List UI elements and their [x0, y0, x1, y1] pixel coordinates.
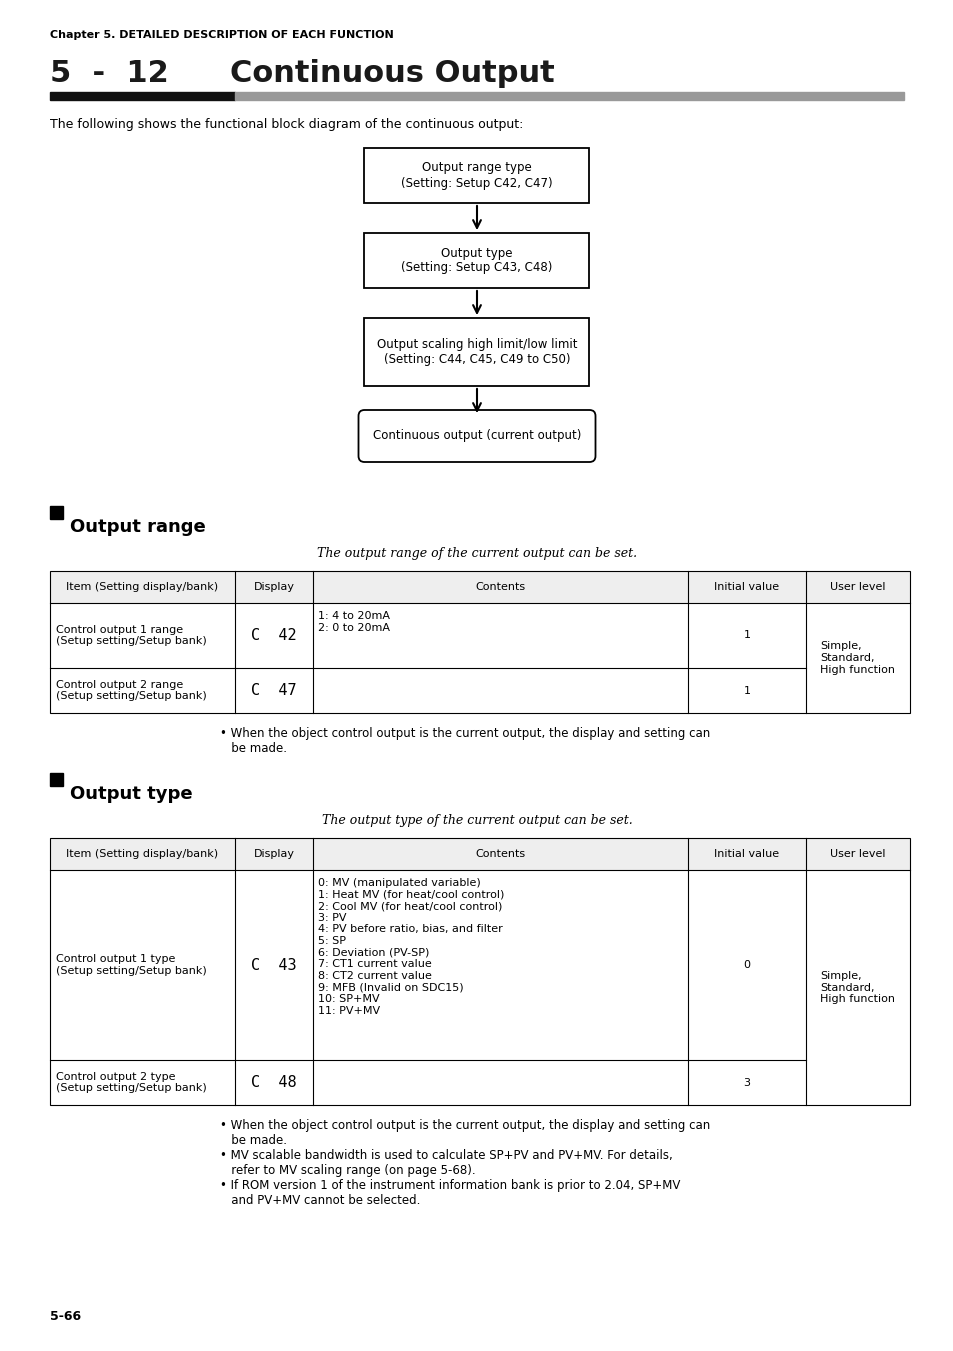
Text: 5  -  12: 5 - 12: [50, 59, 169, 88]
Text: 3: 3: [742, 1078, 750, 1088]
Text: 0: 0: [742, 961, 750, 970]
Text: Item (Setting display/bank): Item (Setting display/bank): [67, 848, 218, 859]
Bar: [364, 149, 589, 203]
Bar: [50, 92, 234, 100]
Text: User level: User level: [829, 582, 884, 592]
Text: • If ROM version 1 of the instrument information bank is prior to 2.04, SP+MV
  : • If ROM version 1 of the instrument inf…: [220, 1179, 679, 1206]
Text: Control output 2 range
(Setup setting/Setup bank): Control output 2 range (Setup setting/Se…: [56, 680, 207, 701]
Text: 5-66: 5-66: [50, 1310, 81, 1323]
Text: • When the object control output is the current output, the display and setting : • When the object control output is the …: [220, 1119, 709, 1147]
Text: Control output 1 type
(Setup setting/Setup bank): Control output 1 type (Setup setting/Set…: [56, 954, 207, 975]
Text: Simple,
Standard,
High function: Simple, Standard, High function: [820, 971, 895, 1004]
Text: 1: 1: [742, 631, 750, 640]
Bar: [50, 838, 909, 870]
Bar: [234, 92, 903, 100]
Text: C  43: C 43: [251, 958, 296, 973]
Text: Display: Display: [253, 582, 294, 592]
Bar: [364, 317, 589, 386]
Bar: [50, 838, 909, 1105]
Text: Simple,
Standard,
High function: Simple, Standard, High function: [820, 642, 895, 674]
Text: Chapter 5. DETAILED DESCRIPTION OF EACH FUNCTION: Chapter 5. DETAILED DESCRIPTION OF EACH …: [50, 30, 394, 41]
Text: Item (Setting display/bank): Item (Setting display/bank): [67, 582, 218, 592]
Text: Initial value: Initial value: [714, 582, 779, 592]
Text: Output scaling high limit/low limit
(Setting: C44, C45, C49 to C50): Output scaling high limit/low limit (Set…: [376, 338, 577, 366]
Text: 1: 4 to 20mA
2: 0 to 20mA: 1: 4 to 20mA 2: 0 to 20mA: [317, 611, 390, 632]
Bar: [50, 571, 909, 713]
Text: Contents: Contents: [475, 582, 525, 592]
Text: • When the object control output is the current output, the display and setting : • When the object control output is the …: [220, 727, 709, 755]
Bar: [50, 571, 909, 603]
Text: C  47: C 47: [251, 684, 296, 698]
Text: C  42: C 42: [251, 628, 296, 643]
Text: Control output 1 range
(Setup setting/Setup bank): Control output 1 range (Setup setting/Se…: [56, 624, 207, 646]
Text: Control output 2 type
(Setup setting/Setup bank): Control output 2 type (Setup setting/Set…: [56, 1071, 207, 1093]
Text: The output range of the current output can be set.: The output range of the current output c…: [316, 547, 637, 561]
Text: Output range type
(Setting: Setup C42, C47): Output range type (Setting: Setup C42, C…: [401, 162, 552, 189]
Text: Continuous Output: Continuous Output: [230, 59, 554, 88]
Text: Contents: Contents: [475, 848, 525, 859]
FancyBboxPatch shape: [358, 409, 595, 462]
Bar: [50, 507, 63, 519]
Text: Display: Display: [253, 848, 294, 859]
Text: The output type of the current output can be set.: The output type of the current output ca…: [321, 815, 632, 827]
Text: C  48: C 48: [251, 1075, 296, 1090]
Text: 1: 1: [742, 685, 750, 696]
Bar: [50, 773, 63, 786]
Text: User level: User level: [829, 848, 884, 859]
Text: Output type
(Setting: Setup C43, C48): Output type (Setting: Setup C43, C48): [401, 246, 552, 274]
Text: The following shows the functional block diagram of the continuous output:: The following shows the functional block…: [50, 118, 523, 131]
Text: Continuous output (current output): Continuous output (current output): [373, 430, 580, 443]
Text: 0: MV (manipulated variable)
1: Heat MV (for heat/cool control)
2: Cool MV (for : 0: MV (manipulated variable) 1: Heat MV …: [317, 878, 504, 1016]
Text: Output type: Output type: [70, 785, 193, 802]
Text: Initial value: Initial value: [714, 848, 779, 859]
Text: • MV scalable bandwidth is used to calculate SP+PV and PV+MV. For details,
   re: • MV scalable bandwidth is used to calcu…: [220, 1148, 672, 1177]
Bar: [364, 232, 589, 288]
Text: Output range: Output range: [70, 517, 206, 536]
